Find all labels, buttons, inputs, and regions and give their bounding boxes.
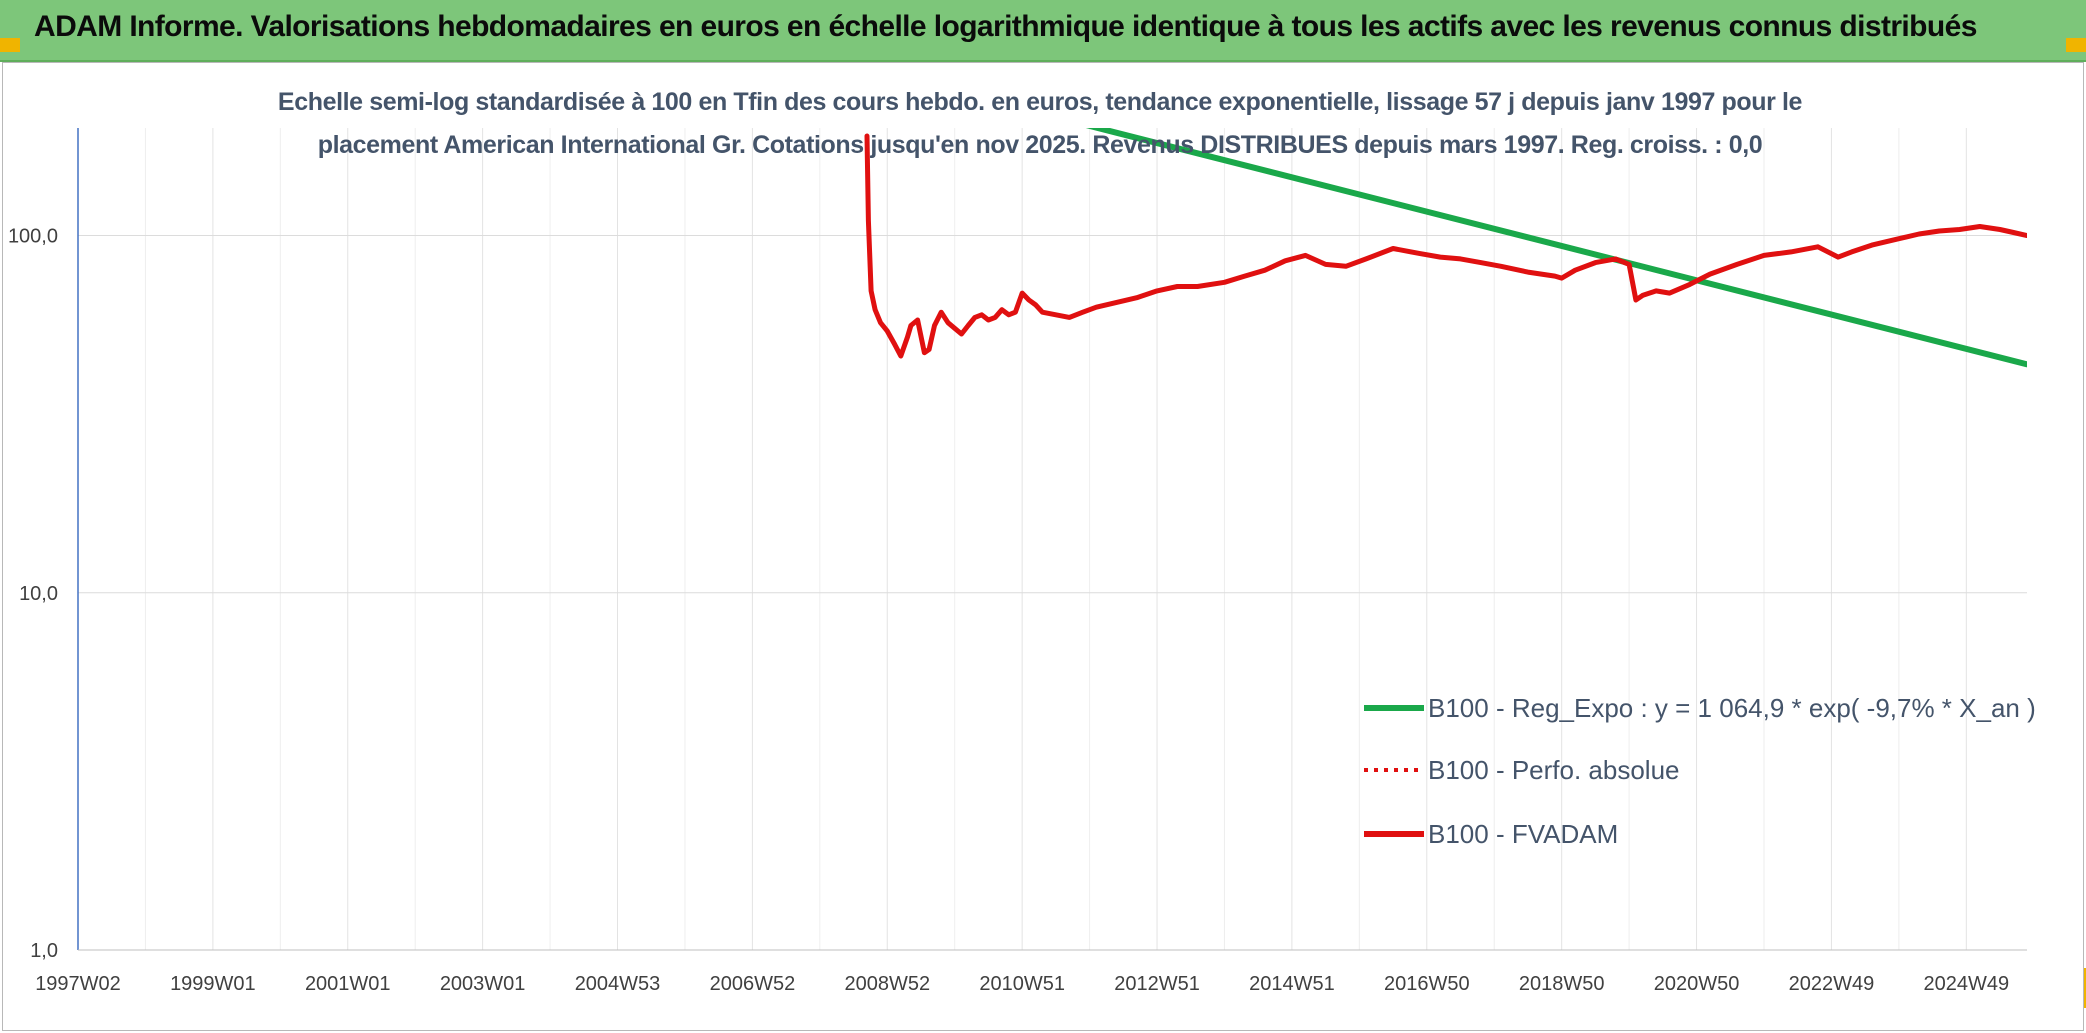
corner-marker-left (0, 38, 20, 52)
x-tick-label: 2012W51 (1114, 973, 1200, 995)
legend-label-1: B100 - Reg_Expo : y = 1 064,9 * exp( -9,… (1428, 693, 2036, 723)
x-tick-label: 2014W51 (1249, 973, 1335, 995)
x-tick-label: 2010W51 (979, 973, 1065, 995)
x-tick-label: 2001W01 (305, 973, 391, 995)
legend-label-3: B100 - FVADAM (1428, 819, 1618, 849)
y-tick-label: 10,0 (19, 583, 58, 605)
x-tick-label: 2016W50 (1384, 973, 1470, 995)
x-tick-label: 2024W49 (1923, 973, 2009, 995)
corner-marker-right (2066, 38, 2086, 52)
page-title: ADAM Informe. Valorisations hebdomadaire… (34, 10, 1977, 43)
x-tick-label: 1999W01 (170, 973, 256, 995)
header-banner: ADAM Informe. Valorisations hebdomadaire… (0, 0, 2086, 62)
series-line-1 (1085, 128, 2027, 368)
x-tick-label: 2018W50 (1519, 973, 1605, 995)
x-tick-label: 2022W49 (1789, 973, 1875, 995)
x-tick-label: 2020W50 (1654, 973, 1740, 995)
x-tick-label: 2003W01 (440, 973, 526, 995)
x-tick-label: 1997W02 (35, 973, 121, 995)
chart-title-line2: placement American International Gr. Cot… (317, 131, 1763, 159)
legend-label-2: B100 - Perfo. absolue (1428, 755, 1680, 785)
y-tick-label: 1,0 (30, 940, 58, 962)
x-tick-label: 2008W52 (844, 973, 930, 995)
y-tick-label: 100,0 (8, 226, 58, 248)
chart-title-line1: Echelle semi-log standardisée à 100 en T… (277, 88, 1803, 116)
x-tick-label: 2004W53 (575, 973, 661, 995)
x-tick-label: 2006W52 (710, 973, 796, 995)
series-line-3 (864, 133, 2027, 359)
chart-frame (2, 62, 2084, 1031)
